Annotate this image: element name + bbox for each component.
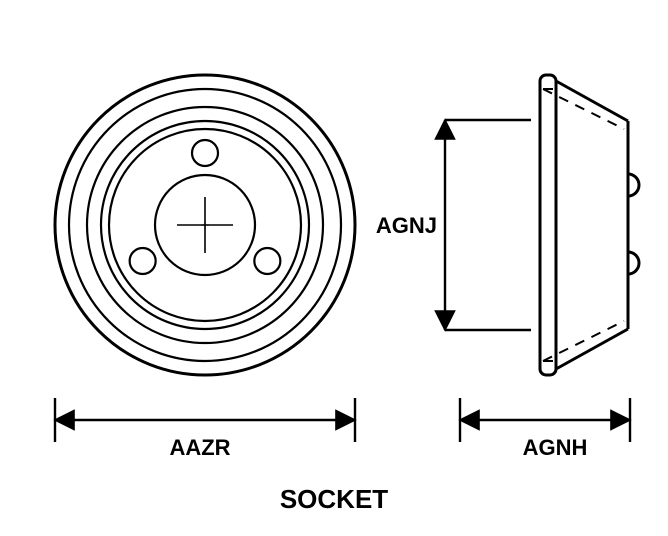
side-view [540,75,639,375]
dimension-label: AAZR [169,435,230,460]
dimensions: AAZR AGNH AGNJ [55,120,630,460]
side-pin [628,252,639,274]
dimension-label: AGNJ [376,213,437,238]
bolt-hole [130,248,156,274]
bolt-hole [192,140,218,166]
side-pin [628,174,639,196]
socket-diagram: AAZR AGNH AGNJ SOCKET [0,0,668,536]
dimension-label: AGNH [523,435,588,460]
side-face [540,75,556,375]
front-view [55,75,355,375]
bolt-hole [254,248,280,274]
diagram-title: SOCKET [280,484,388,514]
